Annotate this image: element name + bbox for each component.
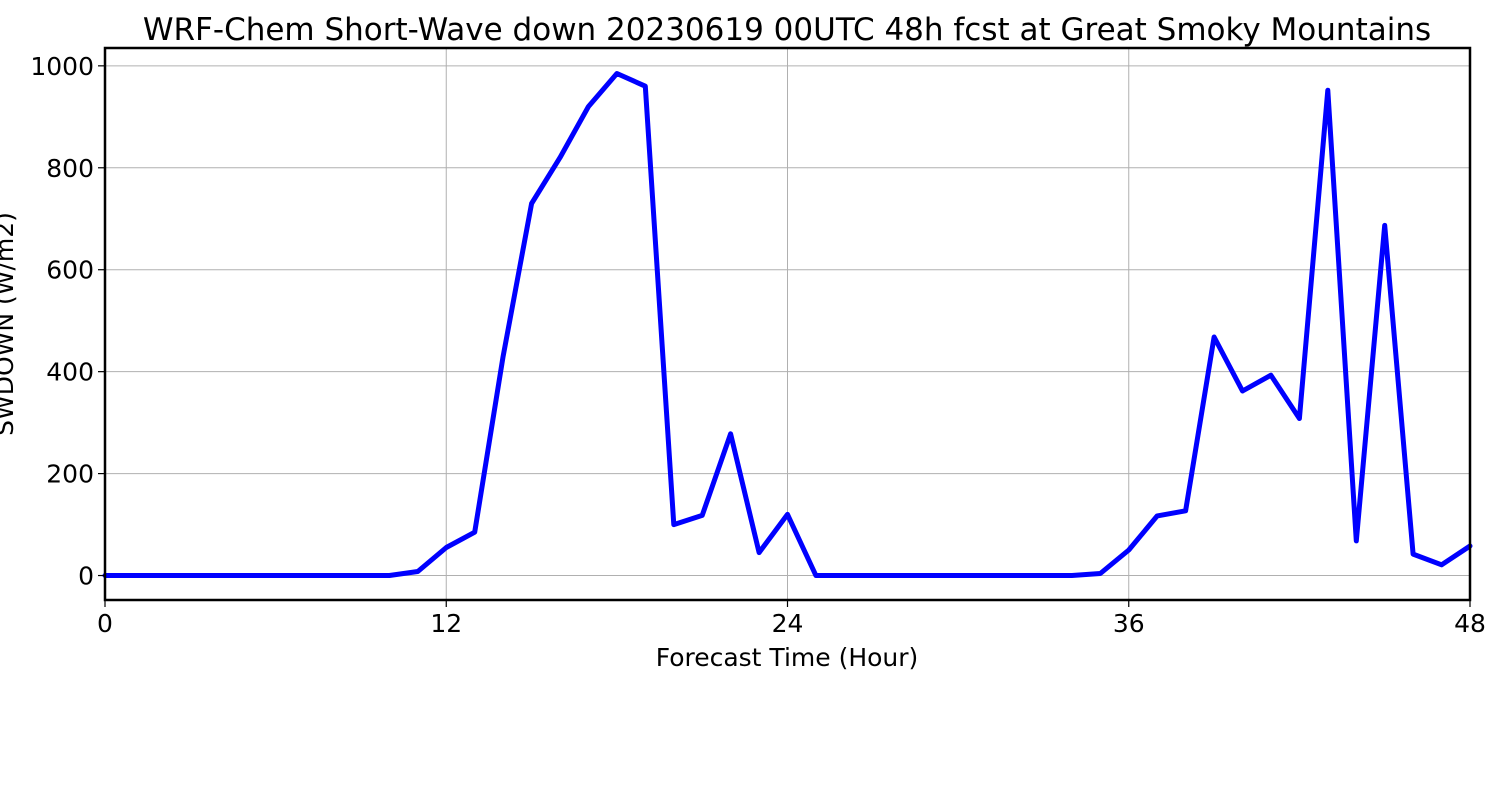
series-layer <box>102 71 1473 578</box>
chart-title: WRF-Chem Short-Wave down 20230619 00UTC … <box>143 12 1431 48</box>
x-tick-label: 12 <box>430 609 462 638</box>
x-tick-label: 24 <box>772 609 804 638</box>
series-line <box>102 71 1473 578</box>
x-axis-label: Forecast Time (Hour) <box>656 643 919 672</box>
x-tick-label: 48 <box>1454 609 1486 638</box>
x-tick-label: 36 <box>1113 609 1145 638</box>
ticks: 0 12 24 36 48 0 200 400 600 800 1000 <box>30 52 1486 638</box>
y-axis-label: SWDOWN (W/m2) <box>0 212 19 436</box>
y-tick-label: 0 <box>78 562 94 591</box>
y-tick-label: 800 <box>46 154 94 183</box>
y-tick-label: 400 <box>46 358 94 387</box>
y-tick-label: 1000 <box>30 52 94 81</box>
x-tick-label: 0 <box>97 609 113 638</box>
y-tick-label: 200 <box>46 460 94 489</box>
y-tick-label: 600 <box>46 256 94 285</box>
